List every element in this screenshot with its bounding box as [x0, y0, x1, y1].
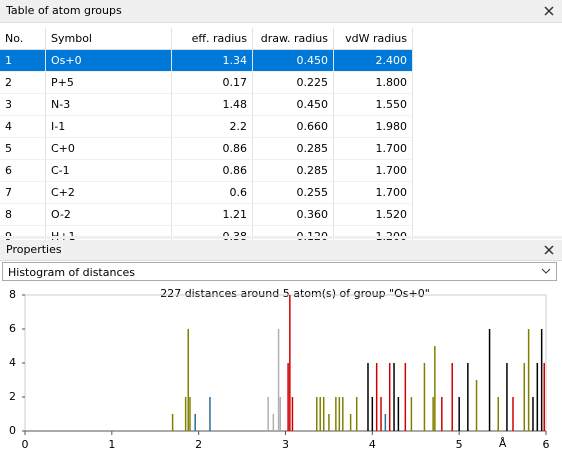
x-tick-label: 4 [369, 438, 376, 451]
cell: 1.48 [171, 93, 253, 116]
x-axis-label: Å [499, 437, 507, 450]
cell: 0.86 [171, 159, 253, 182]
cell: 5 [0, 137, 46, 160]
atom-table: No. Symbol eff. radius draw. radius vdW radi… [0, 28, 413, 248]
chart-title: 227 distances around 5 atom(s) of group … [160, 287, 430, 300]
cell: 1.700 [333, 181, 413, 204]
column-header: vdW radius [333, 28, 413, 50]
histogram: 227 distances around 5 atom(s) of group … [9, 287, 550, 451]
dropdown-arrow [541, 268, 551, 274]
cell: 0.285 [252, 137, 334, 160]
x-tick-label: 2 [195, 438, 202, 451]
cell: 1.21 [171, 203, 253, 226]
cell: 2 [0, 71, 46, 94]
table-row[interactable]: 6 C-1 0.86 0.285 1.700 [0, 159, 413, 182]
cell: 0.6 [171, 181, 253, 204]
cell: 6 [0, 159, 46, 182]
cell: 3 [0, 93, 46, 116]
cell: 8 [0, 203, 46, 226]
cell: 0.17 [171, 71, 253, 94]
cell: 7 [0, 181, 46, 204]
cell: 1.520 [333, 203, 413, 226]
cell: 0.225 [252, 71, 334, 94]
cell: 1.980 [333, 115, 413, 138]
y-tick-label: 0 [9, 424, 16, 437]
cell: O-2 [45, 203, 172, 226]
cell: 1.700 [333, 159, 413, 182]
table-row[interactable]: 2 P+5 0.17 0.225 1.800 [0, 71, 413, 94]
x-tick-label: 3 [282, 438, 289, 451]
splitter [0, 236, 562, 239]
close-button[interactable] [544, 6, 554, 16]
cell: C+2 [45, 181, 172, 204]
column-header: draw. radius [252, 28, 334, 50]
cell: 2.400 [333, 49, 413, 72]
cell: P+5 [45, 71, 172, 94]
cell: C+0 [45, 137, 172, 160]
x-tick-label: 0 [22, 438, 29, 451]
column-header: No. [0, 28, 46, 50]
dropdown-text: Histogram of distances [8, 266, 135, 279]
x-tick-label: 1 [108, 438, 115, 451]
table-row[interactable]: 5 C+0 0.86 0.285 1.700 [0, 137, 413, 160]
cell: 0.285 [252, 159, 334, 182]
header-row: No. Symbol eff. radius draw. radius vdW radi… [0, 28, 413, 50]
cell: 1.550 [333, 93, 413, 116]
cell: 1.34 [171, 49, 253, 72]
cell: I-1 [45, 115, 172, 138]
y-tick-label: 8 [9, 288, 16, 301]
cell: 0.450 [252, 93, 334, 116]
panel-title: Properties [6, 243, 62, 256]
cell: 2.2 [171, 115, 253, 138]
cell: Os+0 [45, 49, 172, 72]
cell: C-1 [45, 159, 172, 182]
panel-title: Table of atom groups [6, 4, 122, 17]
dropdown[interactable]: Histogram of distances [2, 262, 557, 281]
column-header: eff. radius [171, 28, 253, 50]
cell: 4 [0, 115, 46, 138]
y-tick-label: 2 [9, 390, 16, 403]
x-tick-label: 5 [456, 438, 463, 451]
table-panel-header: Table of atom groups [0, 0, 562, 23]
y-tick-label: 6 [9, 322, 16, 335]
close-button[interactable] [544, 245, 554, 255]
cell: 0.86 [171, 137, 253, 160]
table-row[interactable]: 8 O-2 1.21 0.360 1.520 [0, 203, 413, 226]
x-tick-label: 6 [543, 438, 550, 451]
cell: 0.255 [252, 181, 334, 204]
cell: 1 [0, 49, 46, 72]
cell: 0.450 [252, 49, 334, 72]
table-row[interactable]: 3 N-3 1.48 0.450 1.550 [0, 93, 413, 116]
table-row[interactable]: 1 Os+0 1.34 0.450 2.400 [0, 49, 413, 72]
cell: N-3 [45, 93, 172, 116]
cell: 1.700 [333, 137, 413, 160]
properties-panel-header: Properties [0, 240, 562, 261]
column-header: Symbol [45, 28, 172, 50]
y-tick-label: 4 [9, 356, 16, 369]
table-row[interactable]: 7 C+2 0.6 0.255 1.700 [0, 181, 413, 204]
table-row[interactable]: 4 I-1 2.2 0.660 1.980 [0, 115, 413, 138]
cell: 0.660 [252, 115, 334, 138]
cell: 1.800 [333, 71, 413, 94]
cell: 0.360 [252, 203, 334, 226]
